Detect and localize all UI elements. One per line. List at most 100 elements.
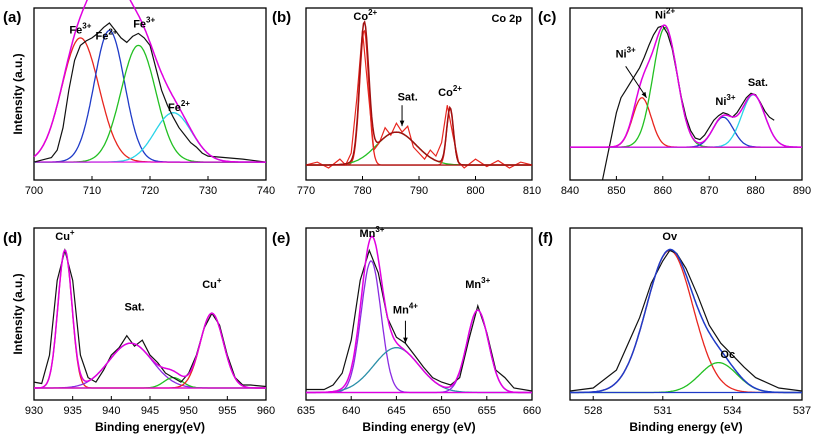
peak-label: Sat. [398, 92, 418, 104]
panel-label: (c) [538, 9, 556, 26]
raw-spectrum-line [305, 30, 533, 169]
raw-spectrum-line [601, 25, 775, 181]
arrow-head [399, 120, 405, 127]
panel-4: 635 640 645 650 655 660 Mn3+ Mn4+ Mn3+ (e) Binding… [272, 225, 541, 434]
x-tick-label: 860 [654, 185, 672, 197]
peak-label: Cu+ [202, 276, 222, 291]
panel-0: 700 710 720 730 740 Fe3+ Fe2+ Fe3+ Fe2+ (a) Intens… [3, 0, 275, 197]
x-tick-label: 720 [141, 185, 159, 197]
peak-label: Mn3+ [359, 225, 384, 240]
component-1-line [34, 29, 266, 163]
peak-label: Co2+ [438, 84, 462, 99]
plot-frame [569, 7, 803, 181]
component-3-line [34, 112, 266, 163]
plot-frame [305, 227, 533, 401]
x-tick-label: 534 [723, 405, 741, 417]
component-2-line [34, 44, 266, 163]
peak-label: Fe3+ [69, 21, 91, 36]
component-1-line [570, 361, 802, 394]
x-tick-label: 531 [654, 405, 672, 417]
component-2-line [306, 106, 532, 166]
raw-spectrum-line [33, 22, 267, 163]
fit-envelope-line [306, 235, 532, 394]
peak-label: Ni3+ [715, 93, 735, 108]
x-tick-label: 950 [179, 405, 197, 417]
panel-1: 770 780 790 800 810 Co2+ Sat. Co2+ Co 2p (b) [272, 7, 541, 197]
panel-label: (e) [272, 230, 290, 247]
y-axis-label: Intensity (a.u.) [11, 273, 25, 354]
panel-label: (f) [538, 230, 553, 247]
component-0-line [306, 29, 532, 166]
x-tick-label: 650 [432, 405, 450, 417]
plot-frame [33, 227, 267, 401]
panel-3: 930 935 940 945 950 955 960 Cu+ Sat. Cu+ (d) Intens… [3, 227, 275, 434]
fit-envelope-line [33, 0, 266, 163]
x-tick-label: 528 [584, 405, 602, 417]
peak-label: Mn4+ [393, 301, 418, 316]
peak-label: Fe3+ [133, 15, 155, 30]
peak-label: Ni3+ [616, 45, 636, 60]
component-0-line [570, 249, 802, 394]
x-tick-label: 790 [410, 185, 428, 197]
x-tick-label: 640 [342, 405, 360, 417]
panel-label: (d) [3, 230, 22, 247]
plot-frame [305, 7, 533, 181]
fit-envelope-line [570, 24, 802, 148]
arrow-head [641, 91, 647, 98]
x-tick-label: 930 [25, 405, 43, 417]
peak-label: Fe2+ [96, 27, 118, 42]
raw-spectrum-line [306, 248, 533, 392]
arrow-line [625, 66, 647, 99]
x-axis-label: Binding energy (eV) [362, 420, 475, 434]
peak-label: Ni2+ [655, 6, 675, 21]
peak-label: Fe2+ [168, 99, 190, 114]
x-tick-label: 645 [387, 405, 405, 417]
x-tick-label: 635 [297, 405, 315, 417]
x-tick-label: 955 [218, 405, 236, 417]
x-tick-label: 660 [523, 405, 541, 417]
panel-5: 528 531 534 537 Ov Oc (f) Binding energy (eV) [538, 227, 811, 434]
fit-envelope-line [306, 19, 532, 166]
x-tick-label: 945 [141, 405, 159, 417]
component-3-line [34, 312, 266, 389]
component-0-line [306, 260, 532, 394]
y-axis-label: Intensity (a.u.) [11, 53, 25, 134]
peak-label: Sat. [748, 77, 768, 89]
x-tick-label: 940 [102, 405, 120, 417]
fit-envelope-line [570, 248, 802, 394]
panel-label: (a) [3, 9, 21, 26]
panel-label: (b) [272, 9, 291, 26]
peak-label: Co2+ [353, 8, 377, 23]
x-tick-label: 780 [353, 185, 371, 197]
x-tick-label: 710 [83, 185, 101, 197]
peak-label: Sat. [124, 301, 144, 313]
x-tick-label: 935 [63, 405, 81, 417]
x-tick-label: 800 [466, 185, 484, 197]
x-tick-label: 870 [700, 185, 718, 197]
x-tick-label: 890 [793, 185, 811, 197]
peak-label: Mn3+ [465, 276, 490, 291]
plot-frame [569, 227, 803, 401]
panel-title: Co 2p [491, 13, 522, 25]
x-tick-label: 850 [607, 185, 625, 197]
x-tick-label: 730 [199, 185, 217, 197]
x-tick-label: 840 [561, 185, 579, 197]
arrow-head [403, 337, 408, 344]
x-tick-label: 655 [478, 405, 496, 417]
x-axis-label: Binding energy (eV) [629, 420, 742, 434]
peak-label: Oc [720, 349, 735, 361]
raw-spectrum-line [569, 249, 803, 392]
component-2-line [34, 376, 266, 389]
x-axis-label: Binding energy(eV) [95, 420, 205, 434]
peak-label: Ov [662, 231, 678, 243]
panel-2: 840 850 860 870 880 890 Ni2+ Ni3+ Ni3+ Sat. (c) [538, 6, 811, 197]
fit-envelope-line [34, 249, 266, 389]
x-tick-label: 740 [257, 185, 275, 197]
x-tick-label: 770 [297, 185, 315, 197]
peak-label: Cu+ [55, 228, 75, 243]
x-tick-label: 880 [746, 185, 764, 197]
x-tick-label: 960 [257, 405, 275, 417]
component-1-line [306, 347, 532, 394]
x-tick-label: 810 [523, 185, 541, 197]
